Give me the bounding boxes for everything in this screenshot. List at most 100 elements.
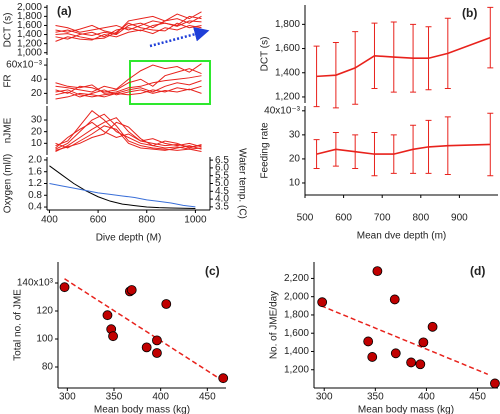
error-bar <box>352 31 359 105</box>
data-point <box>59 282 70 293</box>
data-point <box>427 321 438 332</box>
y-axis-label: FR <box>3 74 14 87</box>
data-line <box>55 22 202 40</box>
x-tick-label: 600 <box>90 215 107 226</box>
data-line <box>55 125 202 151</box>
x-tick-label: 400 <box>152 392 169 403</box>
data-line <box>316 143 491 155</box>
x-tick-label: 350 <box>106 392 123 403</box>
y2-tick-label: 4.5 <box>215 186 229 197</box>
y-tick-label: 1,600 <box>275 43 300 54</box>
y-tick-label: 10 <box>31 138 43 149</box>
x-tick-label: 500 <box>297 213 314 224</box>
data-line <box>55 121 202 149</box>
y-tick-label: 1,200 <box>284 364 309 375</box>
y-tick-label: 2,200 <box>284 273 309 284</box>
error-bar <box>371 131 378 177</box>
data-line <box>55 80 202 98</box>
x-axis-label: Dive depth (M) <box>96 233 162 244</box>
data-line <box>55 88 202 98</box>
y2-tick-label: 3.5 <box>215 202 229 213</box>
y-tick-label: 30 <box>31 115 43 126</box>
panel-label: (c) <box>205 264 220 278</box>
data-line <box>55 15 202 33</box>
trend-line <box>320 305 489 375</box>
y-tick-label: 10 <box>289 178 301 189</box>
data-line <box>55 68 202 94</box>
data-point <box>367 352 378 362</box>
error-bar <box>425 119 432 174</box>
error-bar <box>487 112 494 177</box>
y-tick-label: 20 <box>289 154 301 165</box>
error-bar <box>410 124 417 174</box>
data-line <box>55 20 202 40</box>
y-tick-label: 20 <box>31 88 43 99</box>
y-tick-label: 1,000 <box>17 47 42 58</box>
data-point <box>161 299 172 309</box>
data-point <box>126 285 137 295</box>
data-point <box>406 357 417 368</box>
error-bar <box>352 134 359 170</box>
data-point <box>363 336 374 347</box>
error-bar <box>332 42 339 109</box>
data-point <box>102 310 113 321</box>
data-line <box>55 15 202 36</box>
y-axis-label: nJME <box>3 117 14 143</box>
x-axis-label: Mean body mass (kg) <box>94 405 190 414</box>
y-axis-label: Oxygen (ml/l) <box>3 154 14 213</box>
panel-label: (a) <box>57 4 72 18</box>
x-tick-label: 300 <box>59 392 76 403</box>
y-tick-label: 1,600 <box>17 20 42 31</box>
y-axis-label: No. of JME/day <box>269 291 280 359</box>
y-tick-label: 140x10³ <box>17 278 54 289</box>
x-tick-label: 800 <box>138 215 155 226</box>
data-point <box>418 337 429 348</box>
x-axis-label: Mean body mass (kg) <box>358 405 454 414</box>
data-line <box>55 117 202 152</box>
y-axis-label: Total no. of JME <box>13 289 24 361</box>
data-line <box>55 75 202 94</box>
y-tick-label: 0.8 <box>28 190 42 201</box>
y-tick-label: 20 <box>31 126 43 137</box>
data-line <box>55 121 202 151</box>
y2-tick-label: 6.5 <box>215 155 229 166</box>
y-tick-label: 1,800 <box>17 11 42 22</box>
y-tick-label: 1,800 <box>284 310 309 321</box>
y-tick-label: 1,600 <box>284 328 309 339</box>
data-point <box>218 373 229 384</box>
trend-line <box>64 278 224 382</box>
error-bar <box>425 26 432 91</box>
x-tick-label: 450 <box>469 392 486 403</box>
data-line <box>49 183 196 208</box>
y2-axis-label: Water temp. (C) <box>236 148 247 219</box>
x-axis-label: Mean dve depth (m) <box>357 231 447 242</box>
y-axis-label: DCT (s) <box>260 37 271 72</box>
y-axis-label: DCT (s) <box>3 13 14 48</box>
error-bar <box>410 23 417 93</box>
y-tick-label: 40 <box>31 74 43 85</box>
x-tick-label: 400 <box>41 215 58 226</box>
y-tick-label: 1,800 <box>275 19 300 30</box>
y-tick-label: 120 <box>36 306 53 317</box>
y-tick-label: 0.4 <box>28 202 42 213</box>
y-tick-label: 100 <box>36 334 53 345</box>
y-tick-label: 1,400 <box>284 346 309 357</box>
error-bar <box>390 21 397 93</box>
x-tick-label: 600 <box>335 213 352 224</box>
x-tick-label: 450 <box>199 392 216 403</box>
y-tick-label: 2,000 <box>284 291 309 302</box>
error-bar <box>313 139 320 170</box>
x-tick-label: 300 <box>316 392 333 403</box>
data-point <box>317 297 328 308</box>
x-tick-label: 900 <box>451 213 468 224</box>
error-bar <box>487 6 494 69</box>
y2-tick-label: 5.5 <box>215 170 229 181</box>
data-point <box>389 294 400 305</box>
y-tick-label: 60x10⁻³ <box>6 60 43 71</box>
y-tick-label: 80 <box>42 362 54 373</box>
y-tick-label: 1.6 <box>28 166 42 177</box>
x-tick-label: 400 <box>418 392 435 403</box>
y2-tick-label: 6.0 <box>215 163 229 174</box>
y-tick-label: 2.0 <box>28 155 42 166</box>
error-bar <box>390 134 397 174</box>
